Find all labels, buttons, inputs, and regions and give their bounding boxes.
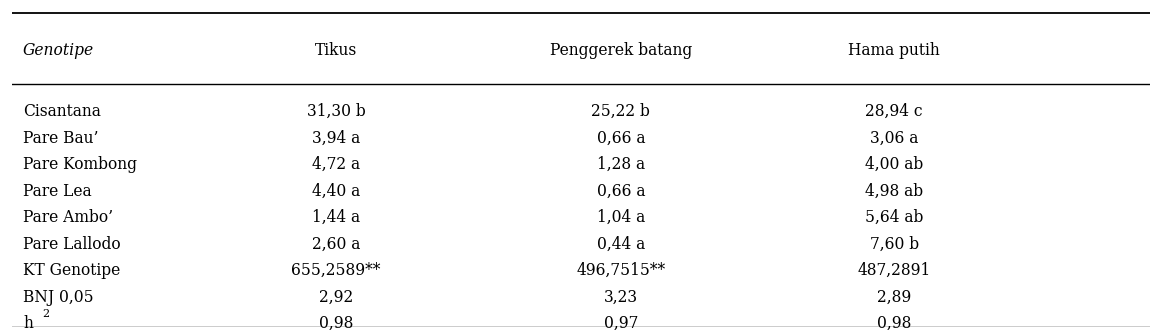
Text: Penggerek batang: Penggerek batang (550, 42, 693, 59)
Text: Pare Bau’: Pare Bau’ (23, 130, 99, 147)
Text: Genotipe: Genotipe (23, 42, 94, 59)
Text: 0,98: 0,98 (320, 315, 353, 330)
Text: BNJ 0,05: BNJ 0,05 (23, 289, 94, 306)
Text: 25,22 b: 25,22 b (591, 103, 651, 120)
Text: 655,2589**: 655,2589** (292, 262, 381, 279)
Text: 0,44 a: 0,44 a (597, 236, 645, 253)
Text: 0,98: 0,98 (877, 315, 911, 330)
Text: Pare Lallodo: Pare Lallodo (23, 236, 121, 253)
Text: 2,60 a: 2,60 a (311, 236, 360, 253)
Text: 0,66 a: 0,66 a (596, 183, 645, 200)
Text: h: h (23, 315, 33, 330)
Text: Pare Ambo’: Pare Ambo’ (23, 209, 113, 226)
Text: 4,98 ab: 4,98 ab (865, 183, 924, 200)
Text: 28,94 c: 28,94 c (866, 103, 923, 120)
Text: 496,7515**: 496,7515** (576, 262, 666, 279)
Text: Pare Lea: Pare Lea (23, 183, 92, 200)
Text: 0,66 a: 0,66 a (596, 130, 645, 147)
Text: 0,97: 0,97 (604, 315, 638, 330)
Text: 2: 2 (42, 309, 50, 319)
Text: 4,00 ab: 4,00 ab (865, 156, 924, 173)
Text: 4,72 a: 4,72 a (313, 156, 360, 173)
Text: 4,40 a: 4,40 a (313, 183, 360, 200)
Text: 3,94 a: 3,94 a (313, 130, 360, 147)
Text: Tikus: Tikus (315, 42, 357, 59)
Text: 3,06 a: 3,06 a (870, 130, 918, 147)
Text: 1,44 a: 1,44 a (313, 209, 360, 226)
Text: 31,30 b: 31,30 b (307, 103, 366, 120)
Text: 3,23: 3,23 (604, 289, 638, 306)
Text: 5,64 ab: 5,64 ab (865, 209, 924, 226)
Text: 2,92: 2,92 (320, 289, 353, 306)
Text: Pare Kombong: Pare Kombong (23, 156, 137, 173)
Text: 487,2891: 487,2891 (858, 262, 931, 279)
Text: 1,28 a: 1,28 a (597, 156, 645, 173)
Text: KT Genotipe: KT Genotipe (23, 262, 120, 279)
Text: 2,89: 2,89 (877, 289, 911, 306)
Text: Hama putih: Hama putih (848, 42, 940, 59)
Text: Cisantana: Cisantana (23, 103, 101, 120)
Text: 7,60 b: 7,60 b (869, 236, 919, 253)
Text: 1,04 a: 1,04 a (597, 209, 645, 226)
